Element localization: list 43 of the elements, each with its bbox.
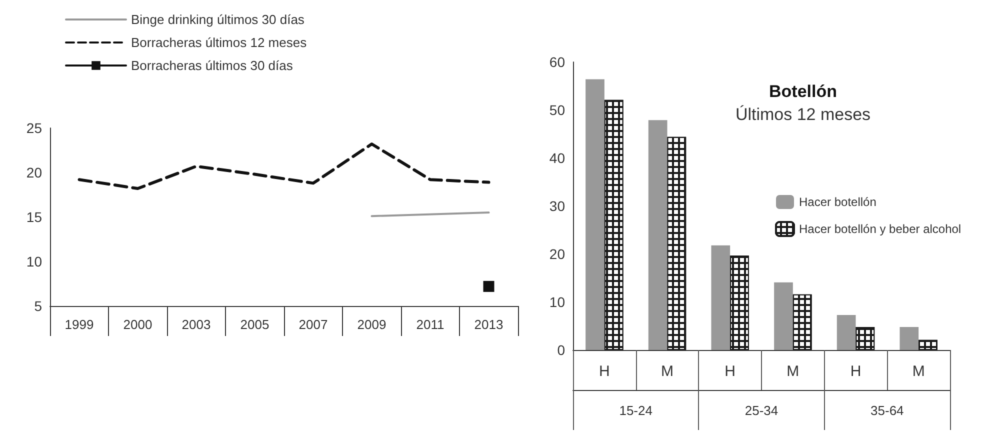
x-tick-label: H <box>598 363 610 380</box>
x-tick-label: 2011 <box>416 317 444 332</box>
bar <box>900 326 919 350</box>
legend-label: Hacer botellón <box>799 195 876 209</box>
y-tick-label: 40 <box>549 150 566 166</box>
legend-label: Borracheras últimos 12 meses <box>131 35 308 50</box>
y-tick-label: 30 <box>549 198 566 214</box>
y-tick-label: 15 <box>26 209 42 225</box>
line-series <box>78 142 490 190</box>
x-tick-label: 2009 <box>357 317 386 332</box>
text: 15-24 <box>619 403 652 418</box>
x-tick-label: 2007 <box>298 317 328 332</box>
y-tick-label: 10 <box>549 294 566 310</box>
x-tick-label: 1999 <box>64 317 94 332</box>
text: Botellón <box>769 82 837 101</box>
bar <box>711 245 730 350</box>
x-tick-label: M <box>786 363 800 380</box>
y-tick-label: 60 <box>549 54 566 70</box>
x-tick-label: M <box>912 363 925 380</box>
x-tick-label: H <box>850 363 862 380</box>
x-tick-label: 2005 <box>240 317 270 332</box>
x-tick-label: 2003 <box>182 317 211 332</box>
text: Últimos 12 meses <box>735 105 871 124</box>
x-tick-label: H <box>724 363 736 380</box>
x-tick-label: M <box>661 363 674 380</box>
bar <box>836 314 856 350</box>
text: 35-64 <box>870 403 904 418</box>
y-tick-label: 20 <box>26 164 42 180</box>
x-tick-label: 2013 <box>474 317 504 332</box>
legend-label: Binge drinking últimos 30 días <box>131 12 305 27</box>
y-tick-label: 0 <box>557 342 566 358</box>
text: 25-34 <box>744 403 778 418</box>
bar <box>648 120 668 350</box>
y-tick-label: 10 <box>26 254 42 270</box>
y-tick-label: 20 <box>549 246 566 262</box>
y-tick-label: 5 <box>34 298 42 314</box>
legend-label: Borracheras últimos 30 días <box>131 58 294 73</box>
x-tick-label: 2000 <box>123 317 152 332</box>
y-tick-label: 50 <box>549 102 566 118</box>
bar <box>774 282 793 350</box>
y-tick-label: 25 <box>26 120 42 136</box>
legend-label: Hacer botellón y beber alcohol <box>799 222 962 236</box>
bar <box>586 79 604 350</box>
